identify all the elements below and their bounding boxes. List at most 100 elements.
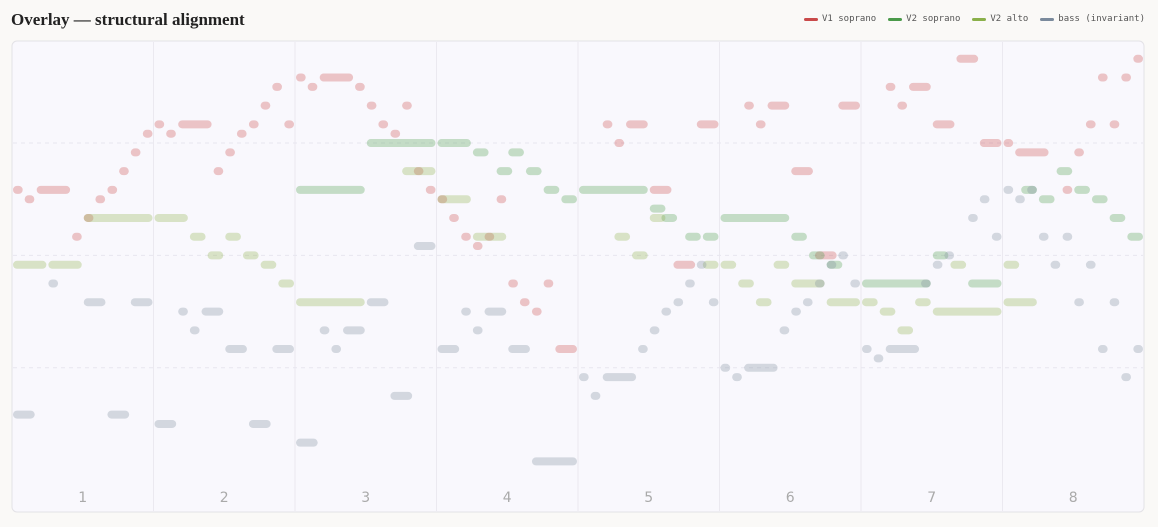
note bbox=[48, 279, 59, 288]
note bbox=[826, 260, 843, 269]
note bbox=[685, 232, 701, 241]
note bbox=[472, 242, 483, 251]
note bbox=[838, 101, 860, 110]
x-tick-label: 5 bbox=[644, 490, 653, 506]
note bbox=[561, 195, 577, 204]
note bbox=[862, 279, 931, 288]
note bbox=[685, 279, 695, 288]
note bbox=[178, 307, 188, 316]
note bbox=[154, 120, 165, 129]
note bbox=[378, 120, 389, 129]
note bbox=[720, 260, 737, 269]
note bbox=[437, 195, 471, 204]
note bbox=[531, 457, 577, 466]
note bbox=[1003, 185, 1014, 194]
note bbox=[897, 326, 914, 335]
note bbox=[189, 232, 206, 241]
note bbox=[13, 410, 35, 419]
note bbox=[649, 213, 666, 222]
note bbox=[343, 326, 365, 335]
note bbox=[201, 307, 224, 316]
legend-label: V2 soprano bbox=[906, 14, 961, 24]
note bbox=[991, 232, 1002, 241]
note bbox=[791, 232, 807, 241]
x-tick-label: 1 bbox=[78, 490, 87, 506]
note-series bbox=[296, 139, 1143, 288]
note bbox=[225, 345, 247, 354]
note bbox=[296, 438, 318, 447]
note bbox=[661, 213, 678, 222]
note bbox=[968, 279, 1002, 288]
note bbox=[649, 185, 672, 194]
legend-swatch bbox=[803, 17, 818, 21]
note bbox=[1038, 232, 1049, 241]
note bbox=[808, 251, 825, 260]
note bbox=[1109, 213, 1126, 222]
note bbox=[72, 232, 82, 241]
note bbox=[826, 260, 837, 269]
note bbox=[702, 232, 719, 241]
note bbox=[885, 345, 920, 354]
note bbox=[543, 185, 560, 194]
note bbox=[873, 354, 884, 363]
note bbox=[673, 298, 684, 307]
note bbox=[449, 213, 459, 222]
note bbox=[649, 204, 666, 213]
note bbox=[83, 298, 106, 307]
note bbox=[1003, 260, 1020, 269]
note bbox=[755, 120, 766, 129]
note bbox=[207, 251, 224, 260]
note bbox=[225, 232, 241, 241]
legend-swatch bbox=[972, 17, 987, 21]
note bbox=[272, 82, 282, 91]
note bbox=[272, 345, 294, 354]
note bbox=[48, 260, 82, 269]
note bbox=[496, 167, 513, 176]
legend-label: bass (invariant) bbox=[1058, 14, 1145, 24]
note bbox=[879, 307, 896, 316]
note bbox=[932, 120, 955, 129]
note bbox=[838, 251, 848, 260]
legend-label: V1 soprano bbox=[821, 14, 877, 24]
x-tick-label: 2 bbox=[220, 490, 229, 506]
note bbox=[83, 213, 153, 222]
note bbox=[366, 139, 436, 148]
note bbox=[979, 195, 990, 204]
x-tick-label: 4 bbox=[503, 490, 512, 506]
chart-title: Overlay — structural alignment bbox=[11, 10, 245, 29]
note bbox=[1050, 260, 1061, 269]
note bbox=[979, 139, 1002, 148]
note bbox=[519, 298, 530, 307]
note bbox=[579, 373, 589, 382]
note bbox=[1109, 298, 1120, 307]
note bbox=[915, 298, 931, 307]
legend-label: V2 alto bbox=[990, 14, 1029, 24]
note bbox=[1003, 298, 1037, 307]
note bbox=[744, 363, 778, 372]
note bbox=[355, 82, 365, 91]
note bbox=[932, 260, 943, 269]
x-tick-label: 7 bbox=[927, 490, 936, 506]
note bbox=[166, 129, 176, 138]
note bbox=[779, 326, 790, 335]
note-series bbox=[13, 167, 1037, 335]
note bbox=[944, 251, 955, 260]
note bbox=[213, 167, 224, 176]
note bbox=[1133, 54, 1143, 63]
note bbox=[366, 298, 389, 307]
note bbox=[331, 345, 342, 354]
note bbox=[862, 345, 872, 354]
note bbox=[307, 82, 318, 91]
note bbox=[921, 279, 931, 288]
note bbox=[614, 139, 625, 148]
note bbox=[1085, 260, 1096, 269]
note bbox=[413, 167, 424, 176]
note bbox=[755, 298, 772, 307]
legend-item: V1 soprano bbox=[803, 14, 877, 24]
note bbox=[1015, 195, 1025, 204]
note bbox=[189, 326, 200, 335]
note bbox=[390, 391, 413, 400]
note bbox=[602, 373, 637, 382]
note bbox=[1121, 73, 1131, 82]
